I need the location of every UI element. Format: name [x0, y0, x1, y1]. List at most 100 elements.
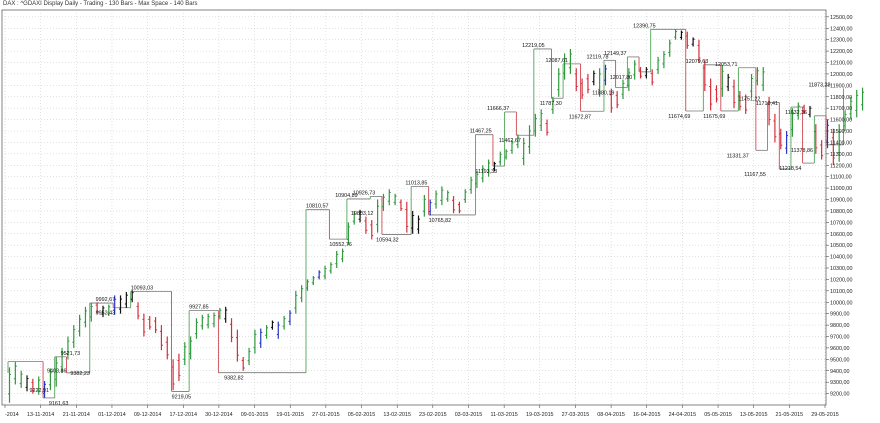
ohlc-bar — [837, 124, 841, 162]
ohlc-bar — [691, 37, 695, 47]
y-tick-label: 10500,00 — [830, 243, 852, 249]
ohlc-bar — [463, 189, 467, 203]
swing-label: 11710,41 — [756, 101, 778, 107]
y-tick-label: 9200,00 — [830, 392, 850, 398]
y-tick-label: 9600,00 — [830, 346, 850, 352]
ohlc-bar — [755, 67, 759, 86]
ohlc-bar — [25, 375, 29, 392]
ohlc-bar — [639, 67, 643, 79]
ohlc-bar — [230, 318, 234, 343]
y-tick-label: 10100,00 — [830, 289, 852, 295]
ohlc-bar — [241, 357, 245, 371]
ohlc-bar — [31, 378, 35, 394]
ohlc-bar — [615, 91, 619, 109]
ohlc-bar — [78, 314, 82, 337]
y-tick-label: 10200,00 — [830, 277, 852, 283]
ohlc-bar — [551, 96, 555, 114]
ohlc-bar — [95, 302, 99, 314]
swing-label: 10810,57 — [306, 204, 328, 210]
ohlc-bar — [732, 79, 736, 109]
ohlc-bar — [621, 79, 625, 100]
x-tick-label: 23-02-2015 — [419, 412, 447, 418]
y-tick-label: 11900,00 — [830, 83, 852, 89]
ohlc-bar — [136, 302, 140, 320]
ohlc-bar — [656, 56, 660, 74]
ohlc-bar — [697, 39, 701, 63]
swing-label: 10594,32 — [376, 237, 398, 243]
ohlc-bar — [294, 290, 298, 314]
ohlc-bar — [148, 315, 152, 330]
swing-label: 11167,55 — [744, 172, 766, 178]
ohlc-bar — [679, 30, 683, 40]
swing-label: 9382,23 — [70, 371, 90, 377]
swing-label: 9927,85 — [189, 304, 209, 310]
swing-label: 12149,37 — [604, 51, 626, 57]
x-tick-label: 29-05-2015 — [811, 412, 839, 418]
ohlc-bar — [212, 312, 216, 328]
ohlc-bar — [674, 29, 678, 40]
y-tick-label: 11300,00 — [830, 152, 852, 158]
y-tick-label: 10400,00 — [830, 255, 852, 261]
y-tick-label: 11100,00 — [830, 175, 852, 181]
ohlc-bar — [323, 265, 327, 280]
ohlc-bar — [539, 109, 543, 132]
ohlc-bar — [814, 124, 818, 154]
swing-label: 11193,38 — [475, 169, 497, 175]
ohlc-bar — [48, 368, 52, 391]
swing-label: 12219,05 — [522, 43, 544, 49]
ohlc-bar — [107, 304, 111, 316]
x-tick-label: 19-03-2015 — [526, 412, 554, 418]
y-tick-label: 11600,00 — [830, 118, 852, 124]
ohlc-bar — [364, 216, 368, 234]
x-tick-label: 01-12-2014 — [98, 412, 126, 418]
ohlc-bar — [387, 189, 391, 206]
ohlc-bar — [218, 307, 222, 320]
x-tick-label: -2014 — [5, 412, 19, 418]
ohlc-bar — [89, 302, 93, 322]
ohlc-bar — [843, 110, 847, 132]
ohlc-bar — [177, 353, 181, 382]
ohlc-bar — [352, 210, 356, 225]
y-axis: 9200,00 9300,00 9400,00 9500,00 9600,00 9700,… — [826, 15, 852, 398]
y-tick-label: 10900,00 — [830, 198, 852, 204]
ohlc-bar — [159, 325, 163, 351]
ohlc-bar — [849, 96, 853, 120]
ohlc-bar — [609, 88, 613, 113]
ohlc-bar — [633, 60, 637, 80]
ohlc-bar — [37, 376, 41, 395]
ohlc-bar — [200, 314, 204, 330]
ohlc-bar — [545, 119, 549, 136]
ohlc-bar — [235, 329, 239, 362]
ohlc-bar — [83, 306, 87, 328]
y-tick-label: 11500,00 — [830, 129, 852, 135]
ohlc-bar — [282, 315, 286, 330]
x-tick-label: 27-03-2015 — [562, 412, 590, 418]
y-tick-label: 12200,00 — [830, 49, 852, 55]
y-tick-label: 11800,00 — [830, 95, 852, 101]
ohlc-bar — [411, 210, 415, 234]
ohlc-bar — [189, 336, 193, 360]
ohlc-bar — [457, 201, 461, 214]
x-tick-label: 03-03-2015 — [455, 412, 483, 418]
ohlc-bar — [376, 199, 380, 233]
y-tick-label: 11700,00 — [830, 106, 852, 112]
ohlc-bar — [265, 325, 269, 339]
y-tick-label: 10600,00 — [830, 232, 852, 238]
ohlc-bar — [194, 318, 198, 339]
ohlc-bar — [8, 367, 11, 403]
ohlc-bar — [317, 270, 321, 280]
swing-label: 10552,76 — [329, 242, 351, 248]
y-tick-label: 11000,00 — [830, 186, 852, 192]
swing-label: 11787,30 — [540, 101, 562, 107]
ohlc-bar — [779, 128, 783, 150]
ohlc-bar — [522, 137, 526, 166]
swing-label: 11331,37 — [727, 153, 749, 159]
ohlc-bar — [165, 336, 169, 360]
y-tick-label: 9300,00 — [830, 380, 850, 386]
swing-label: 11873,28 — [808, 82, 830, 88]
y-tick-label: 10700,00 — [830, 220, 852, 226]
x-tick-label: 13-02-2015 — [383, 412, 411, 418]
ohlc-bar — [533, 113, 537, 137]
swing-label: 9521,73 — [61, 351, 80, 357]
